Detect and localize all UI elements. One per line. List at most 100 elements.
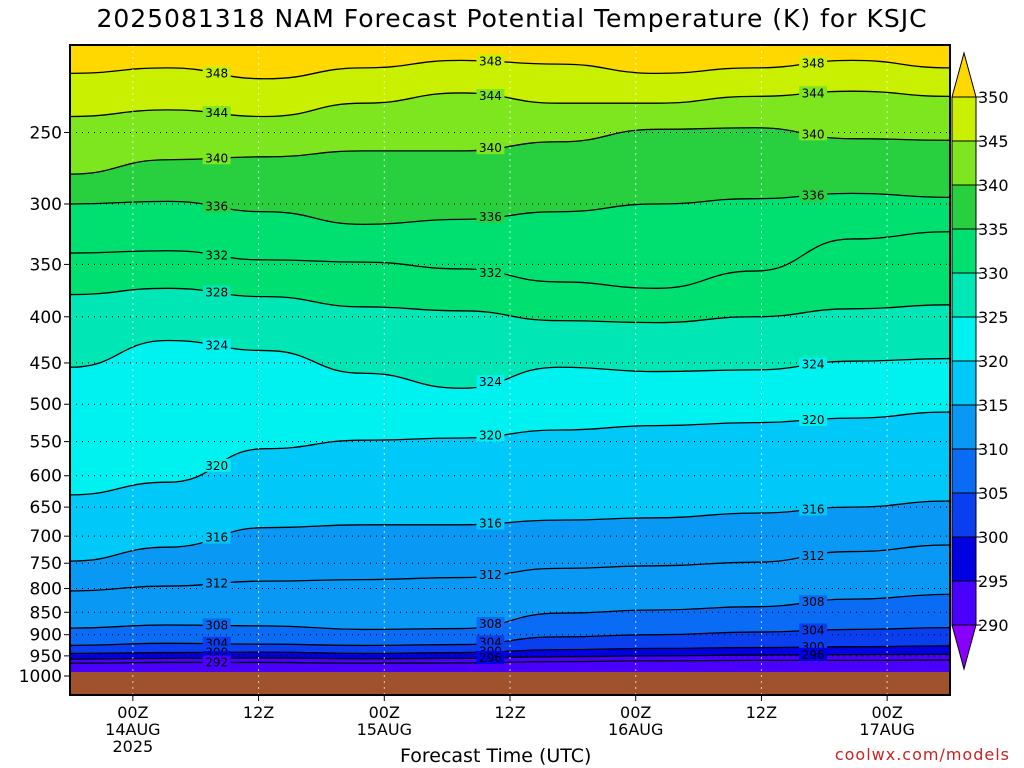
- contour-label-layer: 348 348 348 344 344 344 340 340 340 336 336 336 332 3…: [202, 54, 828, 669]
- svg-text:348: 348: [479, 55, 502, 69]
- colorbar-swatch-325: [951, 272, 977, 318]
- colorbar-label: 290: [978, 616, 1009, 635]
- svg-text:340: 340: [205, 151, 228, 165]
- colorbar-label: 335: [978, 220, 1009, 239]
- y-tick-label: 500: [30, 395, 62, 415]
- colorbar-swatch-340: [951, 140, 977, 186]
- colorbar-label: 310: [978, 440, 1009, 459]
- colorbar-swatch-320: [951, 316, 977, 362]
- x-tick-date: 14AUG: [105, 720, 160, 739]
- y-tick-label: 650: [30, 498, 62, 518]
- svg-text:324: 324: [479, 375, 502, 389]
- contour-label-320: 320: [476, 428, 505, 443]
- y-tick-label: 900: [30, 626, 62, 646]
- y-tick-label: 300: [30, 195, 62, 215]
- y-tick-label: 250: [30, 123, 62, 143]
- y-tick-label: 450: [30, 354, 62, 374]
- svg-text:320: 320: [479, 429, 502, 443]
- contour-label-324: 324: [202, 338, 231, 353]
- colorbar-max-arrow: [951, 51, 977, 98]
- x-tick-date: 15AUG: [357, 720, 412, 739]
- contour-label-340: 340: [202, 151, 231, 165]
- pressure-axis: 250 300 350 400 450 500 550 600 650 700 750 800 850 9…: [19, 123, 70, 687]
- contour-label-348: 348: [476, 54, 505, 69]
- svg-text:312: 312: [479, 568, 502, 582]
- svg-text:340: 340: [802, 127, 825, 141]
- contour-label-328: 328: [202, 285, 231, 299]
- credit-text: coolwx.com/models: [834, 745, 1010, 764]
- contour-label-316: 316: [202, 530, 231, 545]
- y-tick-label: 1000: [19, 667, 62, 687]
- svg-text:316: 316: [479, 516, 502, 530]
- colorbar-swatch-335: [951, 184, 977, 230]
- grid-layer: [70, 45, 950, 695]
- svg-text:340: 340: [479, 141, 502, 155]
- svg-text:344: 344: [802, 86, 825, 100]
- contour-label-316: 316: [476, 516, 505, 530]
- x-tick-label: 12Z: [494, 703, 525, 722]
- contour-label-336: 336: [202, 199, 231, 214]
- svg-text:308: 308: [802, 595, 825, 609]
- x-tick-label: 00Z: [369, 703, 400, 722]
- x-tick-year: 2025: [112, 737, 153, 756]
- svg-text:332: 332: [205, 248, 228, 262]
- x-tick-label: 12Z: [746, 703, 777, 722]
- svg-text:344: 344: [205, 106, 228, 120]
- contour-label-320: 320: [202, 458, 231, 473]
- contour-label-340: 340: [799, 127, 828, 141]
- y-tick-label: 700: [30, 527, 62, 547]
- colorbar-label: 330: [978, 264, 1009, 283]
- contour-label-308: 308: [799, 595, 828, 609]
- contour-label-296: 296: [476, 650, 505, 665]
- contour-label-312: 312: [202, 576, 231, 591]
- colorbar-label: 340: [978, 176, 1009, 195]
- colorbar-label: 300: [978, 528, 1009, 547]
- svg-text:332: 332: [479, 266, 502, 280]
- colorbar-swatch-305: [951, 448, 977, 494]
- x-tick-label: 00Z: [871, 703, 902, 722]
- colorbar-swatch-300: [951, 492, 977, 538]
- contour-label-344: 344: [476, 89, 505, 103]
- svg-text:336: 336: [802, 189, 825, 203]
- contour-label-340: 340: [476, 141, 505, 155]
- contour-label-320: 320: [799, 412, 828, 427]
- contour-label-312: 312: [799, 548, 828, 563]
- y-tick-label: 800: [30, 580, 62, 600]
- svg-text:328: 328: [205, 285, 228, 299]
- contour-label-348: 348: [202, 66, 231, 80]
- svg-text:348: 348: [205, 66, 228, 80]
- svg-text:296: 296: [479, 651, 502, 665]
- colorbar-swatch-310: [951, 404, 977, 450]
- colorbar-label: 295: [978, 572, 1009, 591]
- y-tick-label: 550: [30, 433, 62, 453]
- svg-text:324: 324: [802, 358, 825, 372]
- contour-label-292: 292: [202, 655, 231, 669]
- colorbar-label: 320: [978, 352, 1009, 371]
- contour-label-312: 312: [476, 567, 505, 582]
- x-tick-date: 16AUG: [608, 720, 663, 739]
- y-tick-label: 600: [30, 467, 62, 487]
- colorbar: 290 295 300 305 310 315 320 325 330 335 340 345 350: [951, 51, 1009, 671]
- x-axis-title: Forecast Time (UTC): [400, 745, 592, 767]
- colorbar-swatch-330: [951, 228, 977, 274]
- ground-below-surface: [70, 672, 950, 695]
- contour-label-304: 304: [799, 623, 828, 637]
- svg-text:336: 336: [479, 210, 502, 224]
- contour-label-348: 348: [799, 56, 828, 70]
- contour-label-336: 336: [476, 210, 505, 224]
- svg-text:304: 304: [802, 623, 825, 637]
- svg-text:336: 336: [205, 200, 228, 214]
- x-tick-label: 12Z: [243, 703, 274, 722]
- contour-label-336: 336: [799, 188, 828, 203]
- colorbar-min-arrow: [951, 624, 977, 671]
- colorbar-swatch-345: [951, 96, 977, 142]
- colorbar-swatch-290: [951, 580, 977, 626]
- colorbar-label: 315: [978, 396, 1009, 415]
- colorbar-label: 350: [978, 88, 1009, 107]
- contour-label-316: 316: [799, 502, 828, 517]
- svg-text:316: 316: [205, 531, 228, 545]
- svg-text:316: 316: [802, 503, 825, 517]
- svg-text:324: 324: [205, 339, 228, 353]
